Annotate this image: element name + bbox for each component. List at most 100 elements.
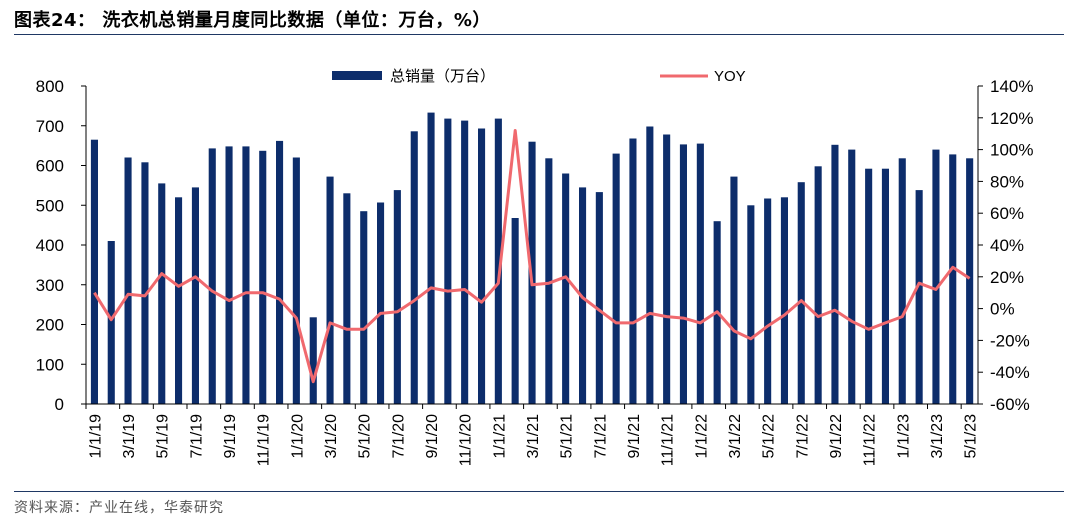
x-tick-label: 11/1/20 (458, 414, 475, 466)
x-tick-label: 9/1/20 (424, 414, 441, 459)
bar-11/1/22 (865, 168, 873, 404)
x-tick-label: 9/1/21 (626, 414, 643, 459)
x-tick-label: 7/1/21 (592, 414, 609, 459)
left-tick-label: 700 (36, 117, 64, 136)
bar-8/1/20 (410, 131, 418, 405)
x-tick-label: 11/1/19 (256, 414, 273, 466)
x-tick-label: 1/1/20 (289, 414, 306, 459)
right-tick-label: -40% (990, 363, 1030, 382)
x-tick-label: 7/1/19 (188, 414, 205, 459)
bar-8/1/19 (208, 148, 216, 404)
bar-1/1/22 (696, 143, 704, 404)
left-tick-label: 800 (36, 77, 64, 96)
right-tick-label: 100% (990, 141, 1033, 160)
bar-12/1/20 (478, 128, 486, 404)
bar-10/1/22 (848, 149, 856, 404)
right-tick-label: 20% (990, 268, 1024, 287)
left-tick-label: 0 (55, 395, 64, 414)
bar-4/1/20 (343, 193, 351, 404)
x-tick-label: 5/1/20 (357, 414, 374, 459)
bar-10/1/20 (444, 118, 452, 404)
bar-5/1/20 (360, 211, 368, 404)
bar-12/1/19 (276, 140, 284, 404)
bar-10/1/21 (646, 126, 654, 404)
chart-title: 图表24： 洗衣机总销量月度同比数据（单位：万台，%） (14, 10, 491, 31)
left-tick-label: 300 (36, 276, 64, 295)
x-tick-label: 3/1/21 (525, 414, 542, 459)
bar-5/1/23 (966, 158, 974, 404)
legend: 总销量（万台） YOY (332, 68, 746, 85)
bar-7/1/22 (797, 182, 805, 404)
title-rule (14, 34, 1064, 35)
right-tick-label: 120% (990, 109, 1033, 128)
left-y-axis: 0 100 200 300 400 500 600 700 800 (36, 77, 86, 414)
right-tick-label: -60% (990, 395, 1030, 414)
x-tick-label: 3/1/23 (929, 414, 946, 459)
bar-7/1/20 (393, 190, 401, 404)
left-tick-label: 600 (36, 157, 64, 176)
bar-7/1/19 (191, 187, 199, 404)
bar-5/1/22 (764, 198, 772, 404)
bar-11/1/21 (663, 134, 671, 404)
bar-2/1/20 (309, 317, 317, 404)
x-tick-label: 9/1/19 (222, 414, 239, 459)
bar-6/1/19 (175, 197, 183, 404)
bar-2/1/19 (107, 241, 115, 404)
bar-1/1/20 (292, 157, 300, 404)
right-tick-label: 40% (990, 236, 1024, 255)
x-axis: 1/1/19 3/1/19 5/1/19 7/1/19 9/1/19 11/1/19 1/1… (85, 404, 980, 466)
right-y-axis: -60% -40% -20% 0% 20% 40% 60% 80% 100% 120% 140% (978, 77, 1033, 414)
bar-4/1/23 (949, 154, 957, 404)
x-tick-label: 5/1/21 (559, 414, 576, 459)
right-tick-label: 80% (990, 172, 1024, 191)
bar-3/1/20 (326, 176, 334, 404)
left-tick-label: 500 (36, 196, 64, 215)
bar-6/1/22 (780, 197, 788, 404)
right-tick-label: 60% (990, 204, 1024, 223)
x-tick-label: 7/1/22 (794, 414, 811, 459)
legend-label-bar: 总销量（万台） (390, 68, 495, 85)
bar-1/1/19 (90, 139, 98, 404)
source-note: 资料来源：产业在线，华泰研究 (14, 500, 224, 516)
x-tick-label: 1/1/23 (895, 414, 912, 459)
right-tick-label: 140% (990, 77, 1033, 96)
left-tick-label: 100 (36, 355, 64, 374)
right-tick-label: 0% (990, 300, 1015, 319)
bar-3/1/19 (124, 157, 132, 404)
left-tick-label: 400 (36, 236, 64, 255)
bar-7/1/21 (595, 192, 603, 404)
x-tick-label: 11/1/22 (862, 414, 879, 466)
bar-9/1/20 (427, 112, 435, 404)
bar-5/1/21 (562, 173, 570, 404)
bar-4/1/21 (545, 158, 553, 404)
x-tick-label: 3/1/22 (727, 414, 744, 459)
chart-canvas: 0 100 200 300 400 500 600 700 800 -60% -40% -20% 0%… (36, 68, 1034, 466)
x-tick-label: 1/1/21 (491, 414, 508, 459)
bar-series (90, 112, 974, 405)
x-tick-label: 11/1/21 (660, 414, 677, 466)
legend-swatch-bar (332, 71, 382, 80)
x-tick-label: 1/1/19 (87, 414, 104, 459)
bar-8/1/21 (612, 153, 620, 404)
x-tick-label: 3/1/19 (121, 414, 138, 459)
bar-11/1/20 (461, 120, 469, 404)
bar-10/1/19 (242, 146, 250, 404)
x-tick-label: 5/1/23 (963, 414, 980, 459)
bar-2/1/21 (511, 218, 519, 404)
x-tick-label: 5/1/22 (761, 414, 778, 459)
bar-3/1/22 (730, 176, 738, 404)
bar-2/1/23 (915, 190, 923, 404)
x-tick-label: 1/1/22 (693, 414, 710, 459)
bar-5/1/19 (158, 183, 166, 404)
bar-1/1/23 (898, 158, 906, 404)
left-tick-label: 200 (36, 316, 64, 335)
bar-4/1/19 (141, 162, 149, 404)
bar-3/1/23 (932, 149, 940, 404)
bar-9/1/22 (831, 144, 839, 405)
bar-9/1/21 (629, 138, 637, 404)
bar-8/1/22 (814, 166, 822, 404)
bar-9/1/19 (225, 146, 233, 404)
x-tick-label: 9/1/22 (828, 414, 845, 459)
bar-6/1/20 (377, 202, 385, 404)
source-rule (14, 491, 1064, 492)
